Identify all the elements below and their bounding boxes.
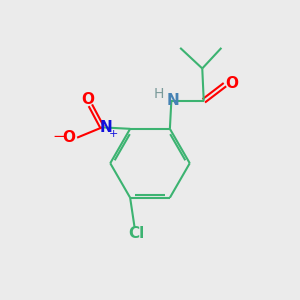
Text: O: O	[225, 76, 238, 91]
Text: H: H	[154, 87, 164, 101]
Text: +: +	[109, 129, 118, 139]
Text: Cl: Cl	[128, 226, 144, 241]
Text: −: −	[52, 129, 65, 144]
Text: O: O	[81, 92, 94, 107]
Text: O: O	[62, 130, 75, 145]
Text: N: N	[99, 120, 112, 135]
Text: N: N	[167, 93, 179, 108]
